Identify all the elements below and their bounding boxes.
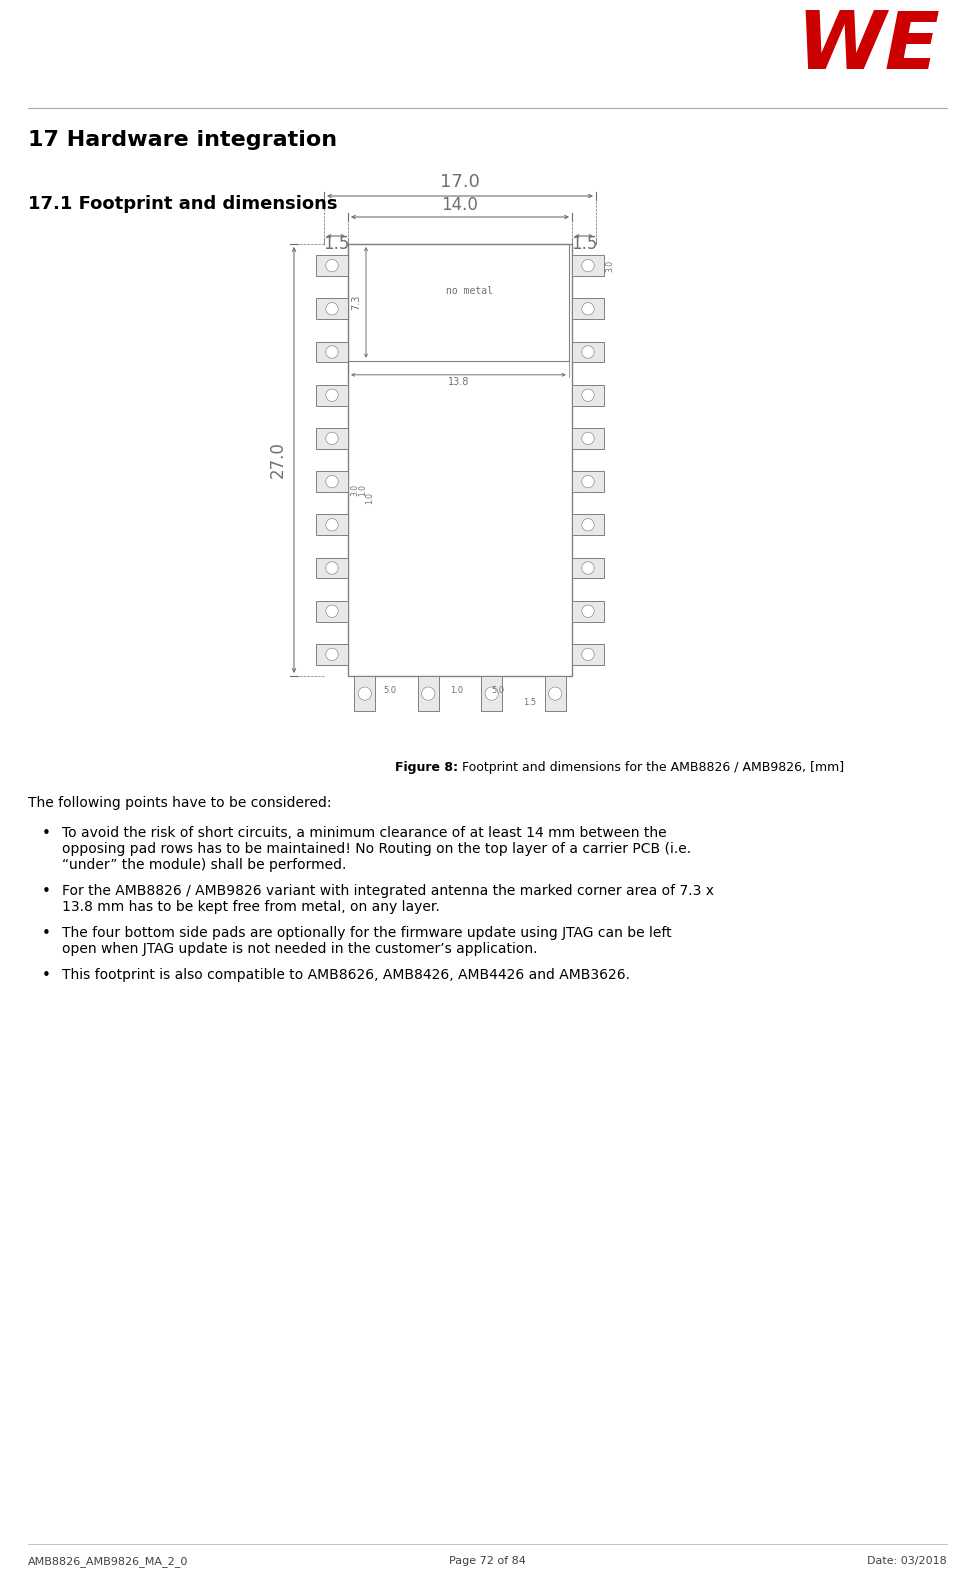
Bar [316,341,348,362]
Circle shape [358,686,371,700]
Text: •: • [42,827,51,841]
Text: 27.0: 27.0 [269,441,287,479]
Circle shape [582,259,594,272]
Bar [316,643,348,664]
Text: opposing pad rows has to be maintained! No Routing on the top layer of a carrier: opposing pad rows has to be maintained! … [62,843,691,857]
Text: “under” the module) shall be performed.: “under” the module) shall be performed. [62,858,346,873]
Bar [545,677,566,711]
Bar [316,384,348,406]
Text: AMB8826_AMB9826_MA_2_0: AMB8826_AMB9826_MA_2_0 [28,1556,188,1567]
Circle shape [549,686,562,700]
Text: 1.0: 1.0 [366,492,374,504]
Bar [572,428,604,449]
Text: •: • [42,926,51,941]
Text: 5.0: 5.0 [491,686,505,694]
Text: 14.0: 14.0 [442,196,479,213]
Text: This footprint is also compatible to AMB8626, AMB8426, AMB4426 and AMB3626.: This footprint is also compatible to AMB… [62,968,630,982]
Text: Figure 8:: Figure 8: [395,760,458,775]
Bar [316,299,348,319]
Text: The four bottom side pads are optionally for the firmware update using JTAG can : The four bottom side pads are optionally… [62,926,672,941]
Bar [348,243,572,677]
Text: 1.5: 1.5 [524,697,536,707]
Circle shape [326,648,338,661]
Text: •: • [42,884,51,900]
Bar [316,558,348,579]
Bar [316,428,348,449]
Circle shape [582,561,594,574]
Bar [572,255,604,277]
Bar [572,514,604,536]
Circle shape [326,606,338,618]
Bar [316,255,348,277]
Text: open when JTAG update is not needed in the customer’s application.: open when JTAG update is not needed in t… [62,942,537,957]
Circle shape [326,302,338,315]
Text: 13.8 mm has to be kept free from metal, on any layer.: 13.8 mm has to be kept free from metal, … [62,900,440,914]
Bar [572,601,604,621]
Bar [418,677,439,711]
Circle shape [326,432,338,444]
Bar [572,471,604,492]
Bar [354,677,375,711]
Circle shape [582,432,594,444]
Text: 5.0: 5.0 [383,686,397,694]
Text: 1.5: 1.5 [323,236,349,253]
Text: no metal: no metal [446,286,493,296]
Circle shape [582,519,594,531]
Circle shape [326,561,338,574]
Circle shape [582,476,594,489]
Text: 1.0: 1.0 [359,484,368,496]
Bar [572,643,604,664]
Text: 17.1 Footprint and dimensions: 17.1 Footprint and dimensions [28,194,337,213]
Text: •: • [42,968,51,983]
Text: 17 Hardware integration: 17 Hardware integration [28,130,337,150]
Text: 7.3: 7.3 [351,294,361,310]
Text: 3.0: 3.0 [350,484,360,496]
Circle shape [486,686,498,700]
Bar [316,471,348,492]
Text: To avoid the risk of short circuits, a minimum clearance of at least 14 mm betwe: To avoid the risk of short circuits, a m… [62,827,667,840]
Circle shape [326,389,338,402]
Text: 1.0: 1.0 [450,686,463,694]
Text: 17.0: 17.0 [440,172,480,191]
Circle shape [582,346,594,359]
Text: Footprint and dimensions for the AMB8826 / AMB9826, [mm]: Footprint and dimensions for the AMB8826… [462,760,844,775]
Text: For the AMB8826 / AMB9826 variant with integrated antenna the marked corner area: For the AMB8826 / AMB9826 variant with i… [62,884,714,898]
Circle shape [326,476,338,489]
Bar [482,677,502,711]
Circle shape [582,302,594,315]
Bar [316,514,348,536]
Circle shape [326,519,338,531]
Text: Date: 03/2018: Date: 03/2018 [867,1556,947,1567]
Circle shape [582,606,594,618]
Circle shape [582,389,594,402]
Bar [572,384,604,406]
Bar [572,341,604,362]
Bar [316,601,348,621]
Text: 1.5: 1.5 [570,236,597,253]
Circle shape [421,686,435,700]
Circle shape [582,648,594,661]
Bar [348,243,568,360]
Circle shape [326,259,338,272]
Text: 13.8: 13.8 [448,376,469,387]
Text: The following points have to be considered:: The following points have to be consider… [28,797,332,809]
Text: WE: WE [797,8,940,85]
Circle shape [326,346,338,359]
Text: Page 72 of 84: Page 72 of 84 [448,1556,526,1567]
Text: 3.0: 3.0 [605,259,614,272]
Bar [572,558,604,579]
Bar [572,299,604,319]
